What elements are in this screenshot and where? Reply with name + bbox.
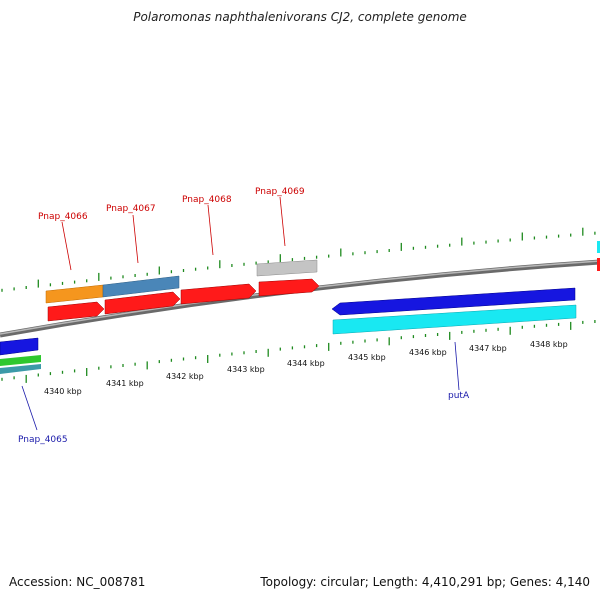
map-title: Polaromonas naphthalenivorans CJ2, compl… <box>133 10 467 24</box>
topology-text: Topology: circular; Length: 4,410,291 bp… <box>260 575 590 589</box>
feature-teal[interactable] <box>0 364 41 374</box>
connector-pnap-4067 <box>132 214 139 264</box>
feature-orange[interactable] <box>45 284 104 304</box>
scale-label: 4345 kbp <box>348 353 386 362</box>
outer-tick-row <box>1 227 596 292</box>
feature-cyan-right-edge[interactable] <box>597 241 600 253</box>
cds-pnap-4065[interactable] <box>0 337 39 356</box>
scale-label: 4343 kbp <box>227 365 265 374</box>
label-pnap-4068: Pnap_4068 <box>182 195 232 205</box>
scale-label: 4344 kbp <box>287 359 325 368</box>
connector-pnap-4065 <box>21 385 38 431</box>
scale-label: 4347 kbp <box>469 344 507 353</box>
cds-right-edge[interactable] <box>597 258 600 271</box>
connector-pnap-4069 <box>279 196 286 247</box>
gene-labels: Pnap_4066 Pnap_4067 Pnap_4068 Pnap_4069 … <box>18 187 470 445</box>
scale-label: 4341 kbp <box>106 379 144 388</box>
feature-green[interactable] <box>0 355 41 366</box>
scale-labels: 4340 kbp 4341 kbp 4342 kbp 4343 kbp 4344… <box>44 340 568 396</box>
feature-steelblue[interactable] <box>102 275 180 298</box>
label-pnap-4069: Pnap_4069 <box>255 187 305 197</box>
label-puta: putA <box>448 391 470 401</box>
forward-features-upper <box>45 241 600 304</box>
accession-text: Accession: NC_008781 <box>9 575 146 589</box>
label-connectors <box>21 196 460 431</box>
cds-pnap-4066[interactable] <box>47 301 105 322</box>
cds-pnap-4067[interactable] <box>104 291 181 315</box>
connector-pnap-4066 <box>61 221 72 271</box>
connector-pnap-4068 <box>207 204 214 256</box>
label-pnap-4065: Pnap_4065 <box>18 435 68 445</box>
scale-label: 4348 kbp <box>530 340 568 349</box>
cds-puta[interactable] <box>331 287 576 316</box>
scale-label: 4346 kbp <box>409 348 447 357</box>
cds-pnap-4069[interactable] <box>258 278 320 297</box>
label-pnap-4067: Pnap_4067 <box>106 204 156 214</box>
feature-grey[interactable] <box>256 259 318 277</box>
scale-label: 4340 kbp <box>44 387 82 396</box>
label-pnap-4066: Pnap_4066 <box>38 212 88 222</box>
reverse-features <box>0 287 577 374</box>
feature-puta-cyan[interactable] <box>332 304 577 335</box>
forward-cds-arrows <box>47 258 600 322</box>
connector-puta <box>454 341 460 391</box>
scale-label: 4342 kbp <box>166 372 204 381</box>
cds-pnap-4068[interactable] <box>180 283 257 305</box>
inner-tick-row <box>1 320 596 383</box>
